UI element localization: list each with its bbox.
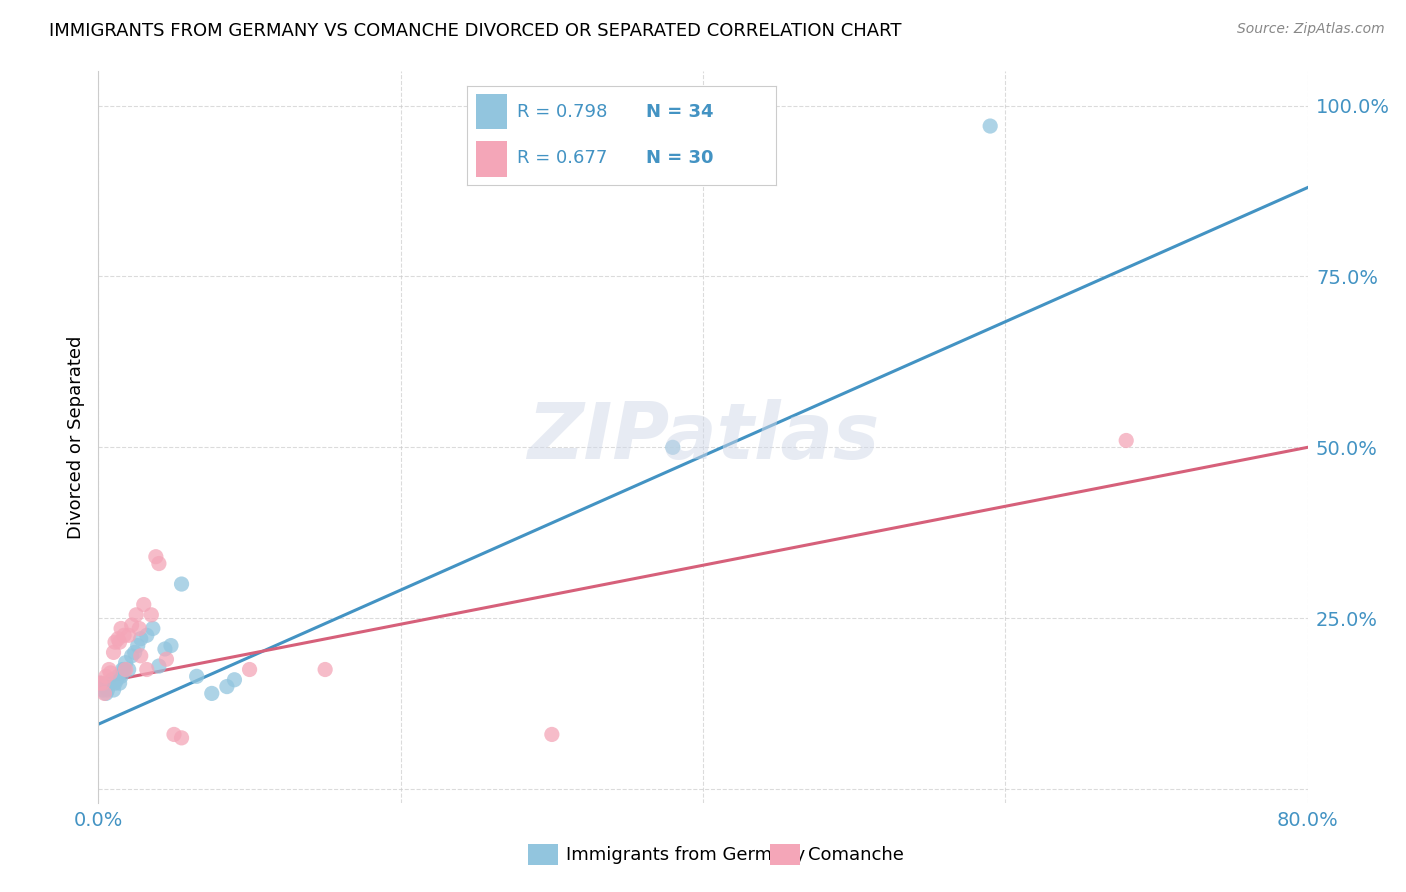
Point bbox=[135, 628, 157, 642]
Point bbox=[100, 665, 122, 680]
FancyBboxPatch shape bbox=[527, 845, 558, 865]
Point bbox=[215, 680, 238, 694]
Point bbox=[93, 680, 115, 694]
Point bbox=[107, 669, 129, 683]
Point bbox=[103, 645, 125, 659]
Point bbox=[224, 673, 246, 687]
Point bbox=[96, 683, 118, 698]
Point bbox=[127, 639, 149, 653]
Point bbox=[125, 607, 148, 622]
Point bbox=[94, 686, 117, 700]
Point bbox=[124, 645, 146, 659]
Point bbox=[108, 635, 131, 649]
Point bbox=[112, 628, 135, 642]
Point bbox=[540, 727, 562, 741]
Point bbox=[98, 663, 121, 677]
Point bbox=[661, 440, 683, 454]
Point bbox=[93, 686, 115, 700]
Text: Comanche: Comanche bbox=[808, 846, 904, 863]
Point bbox=[89, 676, 111, 690]
Point bbox=[141, 607, 163, 622]
Point bbox=[121, 648, 143, 663]
Point bbox=[132, 598, 155, 612]
Point bbox=[170, 731, 193, 745]
Point bbox=[145, 549, 167, 564]
Point bbox=[114, 663, 136, 677]
Point bbox=[128, 622, 150, 636]
Point bbox=[100, 676, 122, 690]
Point bbox=[104, 676, 127, 690]
Point bbox=[91, 683, 114, 698]
Text: Source: ZipAtlas.com: Source: ZipAtlas.com bbox=[1237, 22, 1385, 37]
Point bbox=[110, 622, 132, 636]
Point bbox=[118, 628, 141, 642]
Text: ZIPatlas: ZIPatlas bbox=[527, 399, 879, 475]
Point bbox=[153, 642, 176, 657]
Point bbox=[148, 557, 170, 571]
Point bbox=[103, 683, 125, 698]
Point bbox=[239, 663, 262, 677]
Point bbox=[142, 622, 165, 636]
Point bbox=[104, 635, 127, 649]
Point bbox=[105, 673, 128, 687]
Point bbox=[112, 663, 135, 677]
Point bbox=[201, 686, 224, 700]
Point bbox=[118, 663, 141, 677]
Point bbox=[111, 663, 134, 677]
Point bbox=[129, 648, 152, 663]
Point bbox=[155, 652, 177, 666]
Point bbox=[101, 673, 124, 687]
Point bbox=[148, 659, 170, 673]
Point bbox=[98, 676, 121, 690]
FancyBboxPatch shape bbox=[769, 845, 800, 865]
Point bbox=[114, 656, 136, 670]
Point bbox=[186, 669, 208, 683]
Point bbox=[107, 632, 129, 646]
Point bbox=[135, 663, 157, 677]
Point bbox=[979, 119, 1001, 133]
Point bbox=[163, 727, 186, 741]
Y-axis label: Divorced or Separated: Divorced or Separated bbox=[66, 335, 84, 539]
Point bbox=[1115, 434, 1137, 448]
Point bbox=[160, 639, 183, 653]
Text: Immigrants from Germany: Immigrants from Germany bbox=[567, 846, 806, 863]
Point bbox=[94, 669, 117, 683]
Point bbox=[91, 676, 114, 690]
Point bbox=[89, 676, 111, 690]
Point bbox=[129, 632, 152, 646]
Point bbox=[110, 669, 132, 683]
Point bbox=[170, 577, 193, 591]
Point bbox=[108, 676, 131, 690]
Text: IMMIGRANTS FROM GERMANY VS COMANCHE DIVORCED OR SEPARATED CORRELATION CHART: IMMIGRANTS FROM GERMANY VS COMANCHE DIVO… bbox=[49, 22, 901, 40]
Point bbox=[121, 618, 143, 632]
Point bbox=[314, 663, 336, 677]
